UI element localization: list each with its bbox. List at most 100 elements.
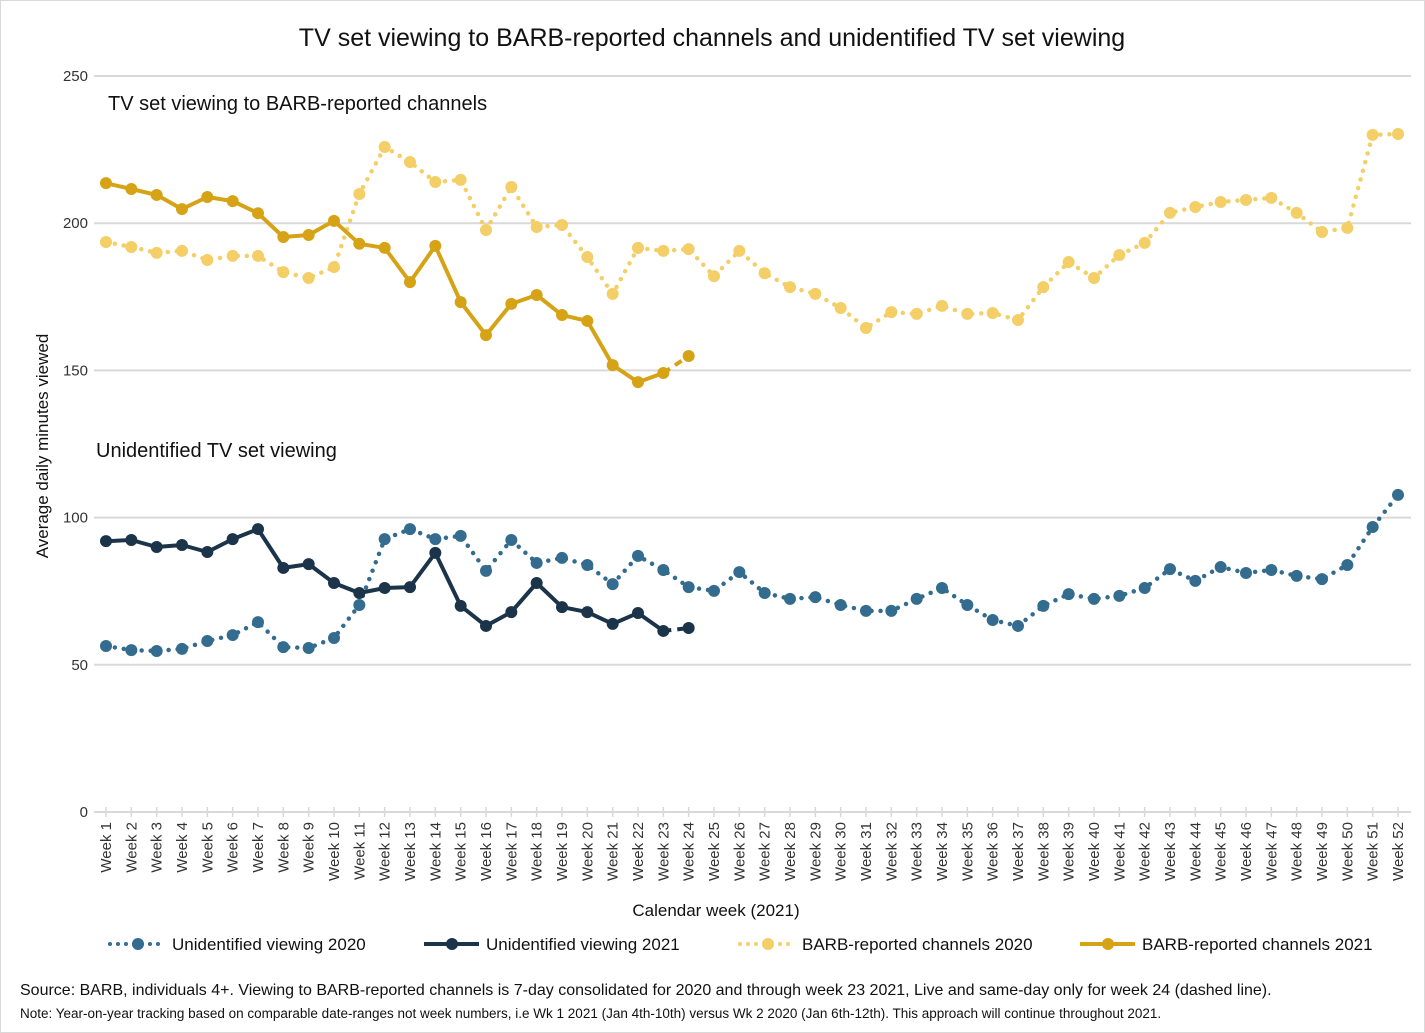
- x-tick-label: Week 49: [1314, 822, 1331, 881]
- x-tick-label: Week 8: [275, 822, 292, 873]
- source-text: Source: BARB, individuals 4+. Viewing to…: [20, 982, 1272, 999]
- y-axis-label: Average daily minutes viewed: [33, 334, 52, 559]
- x-tick-label: Week 46: [1238, 822, 1255, 881]
- data-point: [505, 533, 518, 546]
- data-point: [378, 581, 391, 594]
- data-point: [1240, 566, 1252, 579]
- x-tick-label: Week 15: [453, 822, 470, 881]
- series-line: [105, 181, 664, 385]
- data-point: [150, 188, 163, 201]
- data-point: [910, 307, 923, 320]
- data-point: [429, 175, 442, 188]
- x-tick-label: Week 7: [250, 822, 267, 873]
- x-tick-label: Week 39: [1061, 822, 1078, 881]
- series-line: [103, 492, 1401, 654]
- data-point: [657, 244, 670, 257]
- x-tick-label: Week 16: [478, 822, 495, 881]
- data-point: [1037, 599, 1050, 612]
- data-point: [758, 586, 771, 599]
- data-point: [404, 276, 416, 289]
- legend-marker: [446, 938, 458, 950]
- data-point: [378, 533, 391, 546]
- x-tick-label: Week 47: [1263, 822, 1280, 881]
- data-point: [404, 523, 416, 536]
- x-axis-label: Calendar week (2021): [632, 901, 799, 920]
- data-point: [505, 180, 518, 193]
- annotation-barb-channels: TV set viewing to BARB-reported channels: [108, 93, 487, 115]
- data-point: [328, 632, 340, 645]
- data-point: [632, 241, 644, 254]
- data-point: [556, 309, 568, 322]
- data-point: [834, 301, 847, 314]
- data-point: [1316, 573, 1328, 586]
- legend-label: BARB-reported channels 2021: [1142, 935, 1373, 954]
- data-point: [632, 549, 644, 562]
- data-point: [1138, 581, 1151, 594]
- data-point: [1088, 271, 1100, 284]
- data-point: [1366, 128, 1379, 141]
- legend-marker: [762, 938, 774, 950]
- data-point: [480, 223, 492, 236]
- data-point: [632, 606, 644, 619]
- x-tick-label: Week 19: [554, 822, 571, 881]
- data-point: [581, 558, 594, 571]
- data-point: [733, 566, 746, 579]
- data-point: [252, 249, 264, 262]
- legend-label: Unidentified viewing 2020: [172, 935, 366, 954]
- x-tick-label: Week 17: [503, 822, 520, 881]
- data-point: [1290, 569, 1303, 582]
- data-point: [606, 578, 619, 591]
- x-tick-label: Week 44: [1187, 822, 1204, 881]
- y-tick-label: 150: [63, 362, 88, 379]
- data-point: [1012, 619, 1024, 632]
- data-point: [150, 246, 163, 259]
- legend-item: Unidentified viewing 2020: [108, 935, 366, 954]
- data-point: [404, 155, 416, 168]
- x-tick-label: Week 35: [959, 822, 976, 881]
- series-barb-reported-channels-2021: [100, 177, 695, 389]
- data-point: [581, 251, 594, 264]
- data-point: [277, 641, 290, 654]
- data-point: [378, 241, 391, 254]
- data-point: [834, 599, 847, 612]
- y-tick-label: 50: [71, 657, 88, 674]
- data-point: [556, 551, 568, 564]
- data-point: [1012, 314, 1024, 327]
- x-tick-label: Week 37: [1010, 822, 1027, 881]
- data-point: [277, 561, 290, 574]
- data-point: [150, 541, 163, 554]
- data-point: [530, 289, 543, 302]
- data-point: [454, 296, 467, 309]
- data-point: [353, 237, 366, 250]
- data-point: [632, 376, 644, 389]
- x-tick-label: Week 41: [1111, 822, 1128, 881]
- data-point: [1113, 589, 1126, 602]
- data-point: [454, 599, 467, 612]
- gridlines: [94, 75, 1411, 666]
- data-point: [404, 581, 416, 594]
- data-point: [176, 244, 188, 257]
- data-point: [860, 322, 872, 335]
- x-tick-label: Week 24: [681, 822, 698, 881]
- data-point: [556, 218, 568, 231]
- data-point: [1164, 563, 1176, 576]
- data-point: [277, 231, 290, 244]
- x-tick-label: Week 45: [1213, 822, 1230, 881]
- x-tick-label: Week 29: [807, 822, 824, 881]
- data-point: [277, 266, 290, 279]
- legend-marker: [132, 938, 144, 950]
- x-tick-label: Week 9: [301, 822, 318, 873]
- data-point: [1265, 191, 1278, 204]
- data-point: [125, 533, 138, 546]
- series-unidentified-viewing-2021: [100, 523, 695, 637]
- data-point: [353, 188, 366, 201]
- data-point: [125, 241, 138, 254]
- x-tick-label: Week 31: [858, 822, 875, 881]
- x-tick-label: Week 36: [985, 822, 1002, 881]
- data-point: [682, 349, 695, 362]
- data-point: [480, 329, 492, 342]
- data-point: [1341, 558, 1354, 571]
- data-point: [353, 586, 366, 599]
